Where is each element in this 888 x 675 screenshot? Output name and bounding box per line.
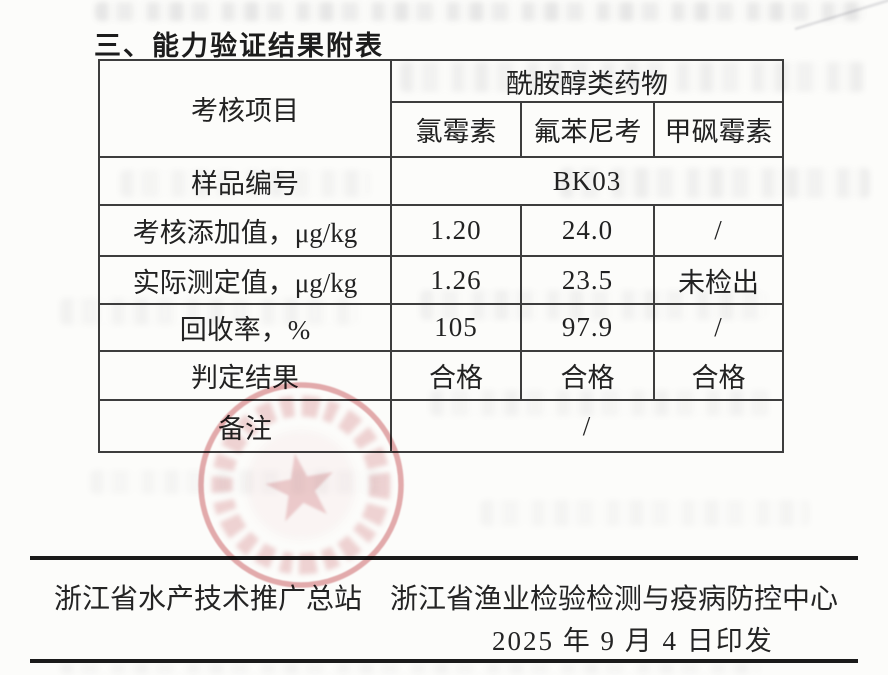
issuer-organization-1: 浙江省水产技术推广总站 [54,584,363,615]
cell-remarks: / [389,399,785,453]
header-drug-group: 酰胺醇类药物 [389,59,785,103]
row-label-sample-id: 样品编号 [98,156,392,206]
issuing-organizations: 浙江省水产技术推广总站 浙江省渔业检验检测与疫病防控中心 [54,577,844,617]
table-row-recovery: 回收率，% 105 97.9 / [98,303,785,352]
header-col-thiamphenicol: 甲砜霉素 [652,101,785,158]
bleedthrough-smudge [95,2,865,21]
cell-recovery-thiamphenicol: / [652,303,785,352]
cell-judgement-chloramphenicol: 合格 [390,350,522,401]
table-row-measured-value: 实际测定值，μg/kg 1.26 23.5 未检出 [98,255,785,305]
cell-measured-florfenicol: 23.5 [520,255,655,305]
cell-measured-chloramphenicol: 1.26 [390,255,522,305]
row-label-measured-value: 实际测定值，μg/kg [98,255,392,305]
issuer-organization-2: 浙江省渔业检验检测与疫病防控中心 [390,584,839,615]
cell-spiked-florfenicol: 24.0 [520,204,655,257]
table-row-spiked-value: 考核添加值，μg/kg 1.20 24.0 / [98,204,785,257]
page-title: 三、能力验证结果附表 [94,31,384,61]
header-assessment-item: 考核项目 [98,59,392,158]
table-row: 氯霉素 氟苯尼考 甲砜霉素 [99,101,785,158]
cell-judgement-florfenicol: 合格 [520,350,655,401]
row-label-spiked-value: 考核添加值，μg/kg [98,204,392,257]
header-col-chloramphenicol: 氯霉素 [390,101,522,158]
cell-recovery-florfenicol: 97.9 [520,303,655,352]
row-label-judgement: 判定结果 [98,350,392,401]
row-label-recovery: 回收率，% [98,303,392,352]
cell-sample-id: BK03 [389,156,785,206]
table-row: 考核项目 酰胺醇类药物 [98,59,785,158]
header-col-florfenicol: 氟苯尼考 [520,101,655,158]
cell-judgement-thiamphenicol: 合格 [652,350,785,401]
issue-date: 2025 年 9 月 4 日印发 [492,626,774,656]
cell-spiked-chloramphenicol: 1.20 [390,204,522,257]
bleedthrough-smudge [60,663,760,674]
cell-spiked-thiamphenicol: / [652,204,785,257]
footer-top-rule [30,556,858,560]
table-row-judgement: 判定结果 合格 合格 合格 [98,350,785,401]
bleedthrough-smudge [480,500,810,526]
proficiency-results-table: 考核项目 酰胺醇类药物 氯霉素 氟苯尼考 甲砜霉素 样品编号 BK03 考核添加… [98,59,785,453]
footer-bottom-rule [30,659,858,663]
table-row-sample-id: 样品编号 BK03 [98,156,785,206]
cell-measured-thiamphenicol: 未检出 [652,255,785,305]
row-label-remarks: 备注 [98,399,392,453]
bleedthrough-smudge [90,470,390,494]
cell-recovery-chloramphenicol: 105 [390,303,522,352]
table-row-remarks: 备注 / [98,399,785,453]
